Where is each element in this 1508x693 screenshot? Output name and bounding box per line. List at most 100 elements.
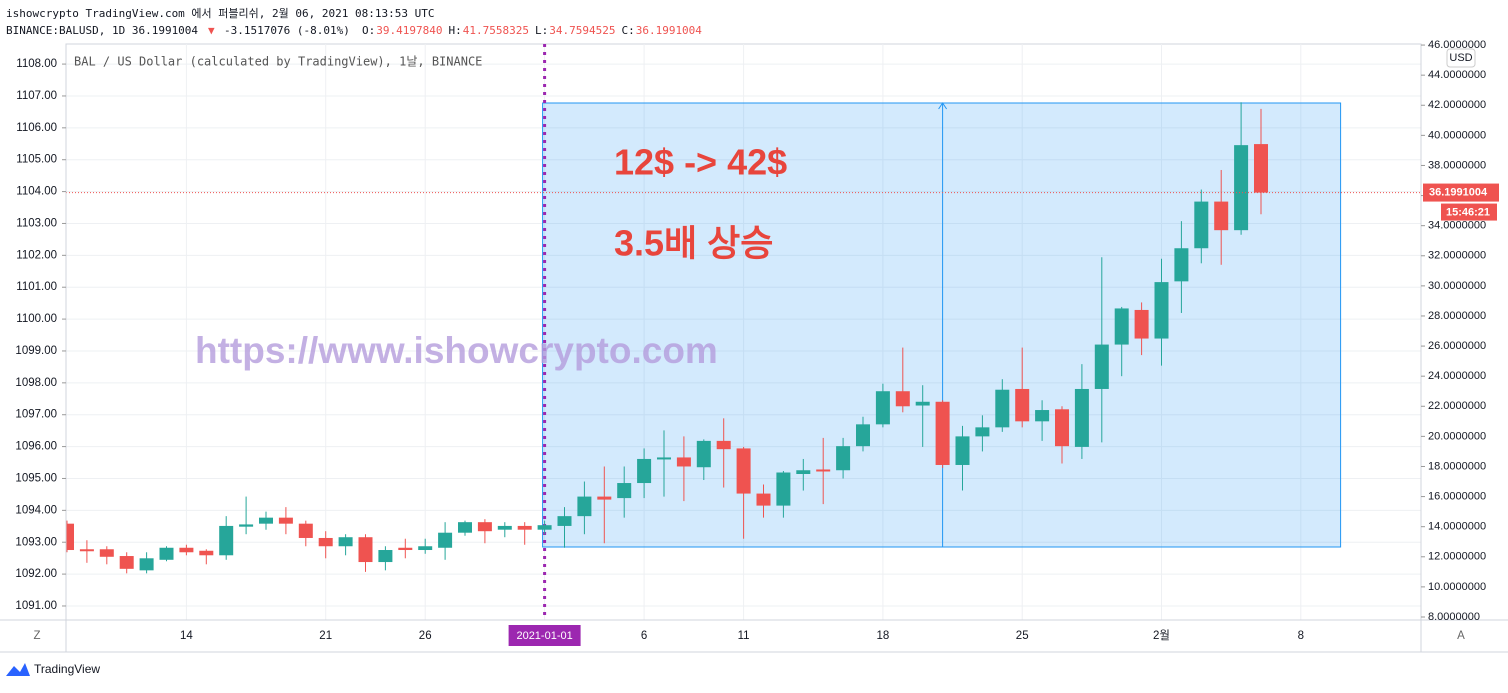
range-arrowhead (938, 102, 948, 110)
price-tag: 36.1991004 (1429, 186, 1488, 198)
y2-tick-label: 38.0000000 (1428, 159, 1486, 171)
candle-body (259, 517, 273, 524)
y-tick-label: 1093.00 (15, 536, 57, 548)
logo (6, 663, 30, 676)
y-tick-label: 1102.00 (16, 249, 57, 261)
candle-body (816, 469, 831, 472)
y2-tick-label: 34.0000000 (1428, 220, 1486, 232)
candle-body (756, 493, 771, 506)
candle-body (418, 546, 433, 551)
candle-body (935, 401, 950, 465)
y-tick-label: 1101.00 (16, 281, 57, 293)
candle-body (637, 458, 652, 484)
y2-tick-label: 10.0000000 (1428, 581, 1486, 593)
candle-body (378, 550, 393, 563)
y2-tick-label: 8.0000000 (1428, 611, 1480, 623)
date-highlight (508, 625, 581, 646)
symbol-line: BINANCE:BALUSD, 1D 36.1991004 (6, 24, 198, 37)
candle-body (1055, 409, 1069, 447)
button[interactable]: Z (33, 630, 40, 642)
candle-body (995, 389, 1010, 428)
ohlc-value: 39.4197840 (376, 24, 442, 37)
countdown-box (1441, 203, 1497, 221)
unit-box[interactable] (1446, 48, 1476, 68)
x-tick-label: 2월 (1153, 629, 1170, 642)
x-tick-label: 2021-01-01 (516, 630, 572, 642)
x-tick-label: 8 (1298, 630, 1304, 642)
price-tag-box (1423, 183, 1499, 202)
candle-body (915, 401, 930, 406)
candle-body (577, 496, 592, 517)
candle-body (159, 547, 174, 560)
candle-body (1194, 201, 1209, 249)
candle-body (875, 391, 890, 425)
candle-body (477, 522, 492, 532)
x-tick-label: 18 (877, 630, 890, 642)
y-tick-label: 1094.00 (15, 504, 57, 516)
x-tick-label: 21 (319, 630, 332, 642)
y2-tick-label: 44.0000000 (1428, 69, 1486, 81)
candle-body (338, 537, 353, 547)
x-tick-label: 14 (180, 630, 193, 642)
candle-body (696, 440, 711, 468)
x-tick-label: 6 (641, 630, 647, 642)
candle-body (1254, 144, 1268, 193)
candle-body (597, 496, 612, 500)
candle-body (676, 457, 691, 467)
candle-body (657, 457, 671, 460)
candle-body (1114, 308, 1129, 345)
candle-body (955, 436, 970, 465)
candle-body (796, 470, 811, 475)
candle-body (1035, 410, 1050, 422)
candle-body (557, 516, 572, 526)
candle-body (199, 550, 214, 556)
y2-tick-label: 46.0000000 (1428, 39, 1486, 51)
candle-body (298, 523, 313, 538)
candle-body (1094, 344, 1109, 389)
button[interactable]: A (1457, 630, 1465, 642)
candle-body (617, 483, 632, 499)
candle-body (1154, 282, 1169, 339)
candle-body (716, 440, 731, 450)
watermark: https://www.ishowcrypto.com (195, 330, 718, 371)
y2-tick-label: 40.0000000 (1428, 129, 1486, 141)
ohlc-label: O: (362, 24, 375, 37)
y-tick-label: 1104.00 (16, 186, 57, 198)
candle-body (517, 525, 532, 530)
candle-body (278, 517, 293, 524)
y-tick-label: 1107.00 (16, 90, 57, 102)
range-box (542, 102, 1342, 548)
candle-body (179, 547, 194, 553)
grid (66, 44, 1421, 620)
annotation: 3.5배 상승 (614, 223, 773, 264)
countdown: 15:46:21 (1446, 206, 1490, 218)
y-tick-label: 1096.00 (15, 441, 57, 453)
candle-body (458, 522, 472, 533)
y-tick-label: 1092.00 (15, 568, 57, 580)
y-tick-label: 1099.00 (15, 345, 57, 357)
y2-tick-label: 18.0000000 (1428, 460, 1486, 472)
candle-body (99, 549, 114, 557)
candle-body (836, 446, 851, 471)
ohlc-value: 36.1991004 (636, 24, 703, 37)
y-tick-label: 1108.00 (16, 58, 57, 70)
ohlc-label: L: (535, 24, 548, 37)
plot-area (66, 44, 1421, 620)
y2-tick-label: 32.0000000 (1428, 250, 1486, 262)
change-arrow: ▼ (208, 24, 215, 37)
annotation: 12$ -> 42$ (614, 142, 787, 183)
ohlc-label: H: (448, 24, 461, 37)
candle-body (239, 524, 254, 527)
y-tick-label: 1103.00 (16, 217, 57, 229)
y-tick-label: 1100.00 (16, 313, 57, 325)
y2-tick-label: 26.0000000 (1428, 340, 1486, 352)
y-tick-label: 1095.00 (15, 473, 57, 485)
y2-tick-label: 24.0000000 (1428, 370, 1486, 382)
candle-body (79, 549, 94, 552)
candle-body (318, 537, 333, 547)
candle-body (776, 472, 791, 506)
candle-body (398, 547, 413, 551)
x-tick-label: 25 (1016, 630, 1029, 642)
